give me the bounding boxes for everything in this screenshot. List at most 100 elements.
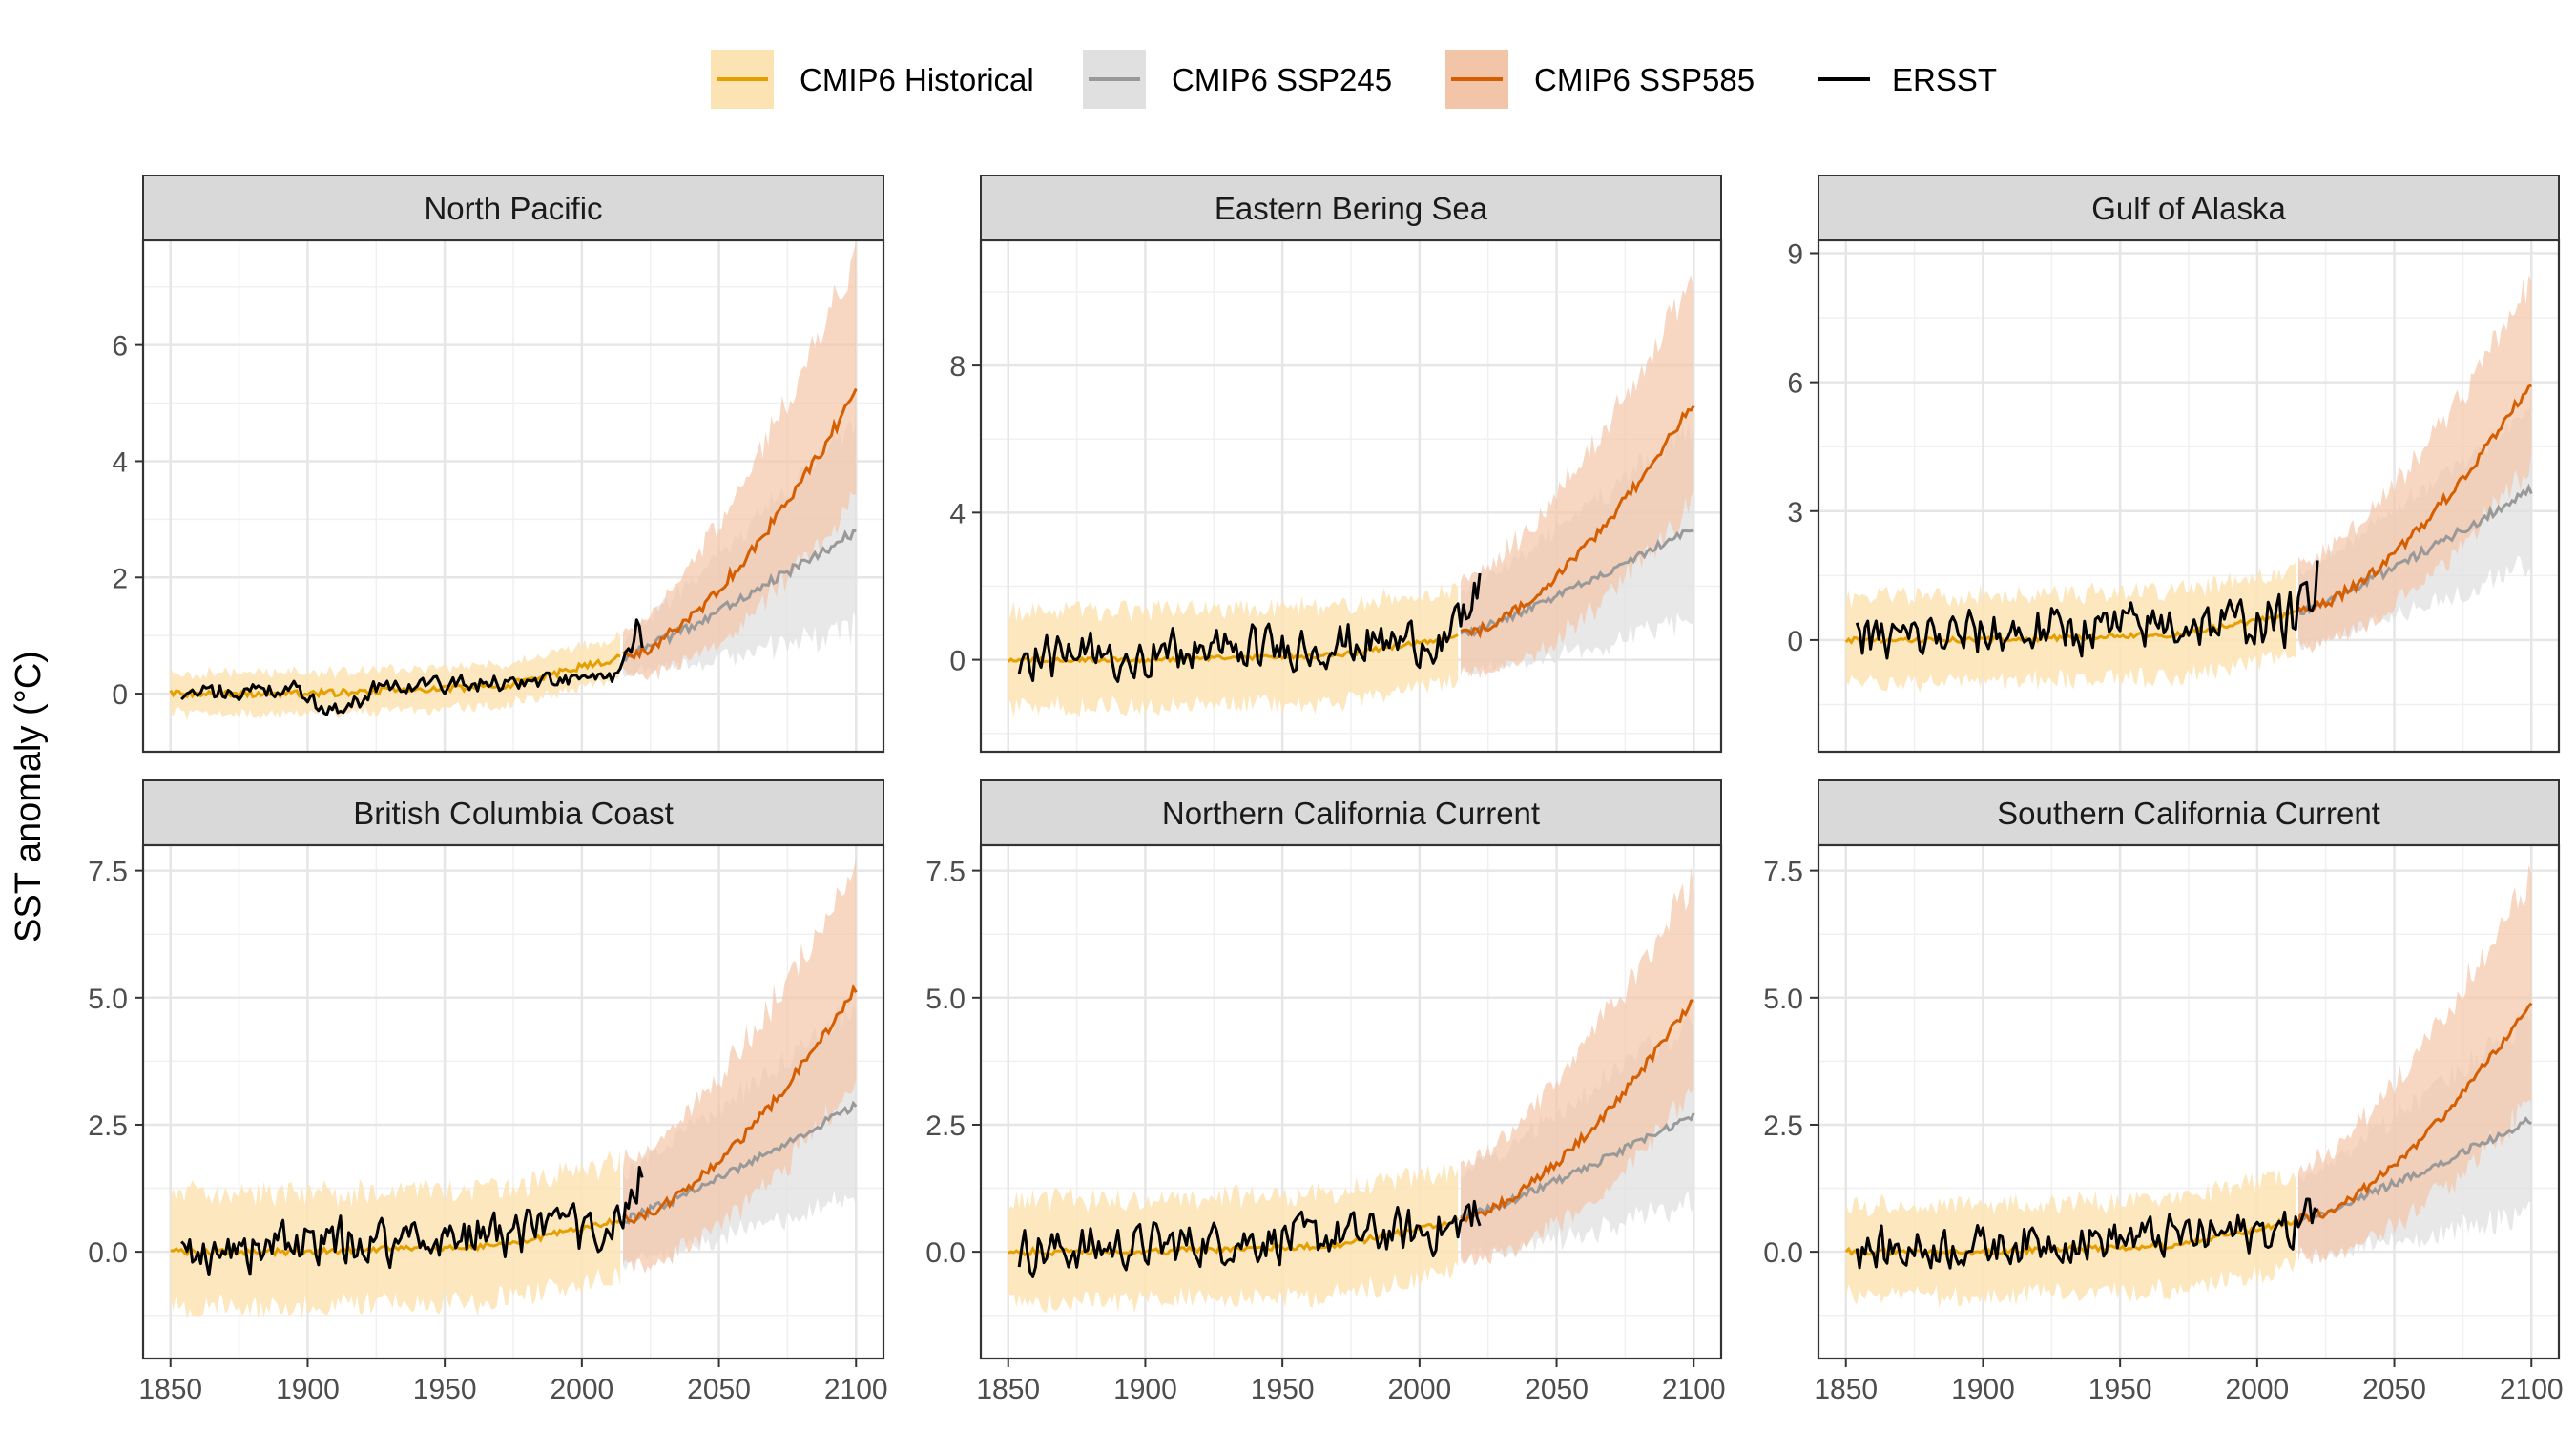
y-tick-label: 5.0	[88, 984, 128, 1015]
ersst-line	[1855, 1197, 2319, 1270]
x-tick-label: 2000	[1387, 1374, 1451, 1405]
y-tick-label: 0	[1787, 626, 1803, 657]
legend-label: CMIP6 SSP245	[1172, 62, 1392, 97]
ssp585-line	[2296, 384, 2532, 613]
panel-frame	[141, 843, 885, 1360]
historical-band	[170, 1151, 621, 1320]
x-tick-label: 2100	[1662, 1374, 1726, 1405]
legend-item-0: CMIP6 Historical	[711, 50, 1034, 109]
ersst-line	[1855, 560, 2319, 660]
gridlines	[1818, 845, 2559, 1358]
ssp585-band	[2298, 275, 2532, 653]
x-tick-label: 2000	[2225, 1374, 2289, 1405]
y-tick-label: 0.0	[88, 1237, 128, 1269]
y-tick-label: 7.5	[1763, 857, 1803, 888]
y-tick-label: 5.0	[925, 984, 966, 1015]
y-tick-label: 0	[949, 646, 966, 677]
y-tick-label: 0.0	[925, 1237, 966, 1269]
x-tick-label: 1850	[138, 1374, 202, 1405]
legend: CMIP6 Historical CMIP6 SSP245 CMIP6 SSP585…	[711, 50, 1997, 109]
y-tick-label: 7.5	[88, 857, 128, 888]
x-tick-label: 2050	[1525, 1374, 1589, 1405]
y-tick-label: 0.0	[1763, 1237, 1803, 1269]
ssp585-band	[623, 242, 857, 681]
x-tick-label: 1900	[1113, 1374, 1177, 1405]
ssp585-line	[622, 984, 858, 1225]
x-tick-label: 2050	[2362, 1374, 2426, 1405]
panel-title: Gulf of Alaska	[2091, 191, 2286, 226]
plot-content	[143, 845, 883, 1358]
panel-strip	[142, 175, 884, 241]
y-tick-label: 6	[1787, 368, 1803, 400]
historical-band	[1008, 1161, 1459, 1314]
ssp585-line	[1460, 999, 1694, 1223]
y-tick-label: 0	[112, 679, 128, 711]
ssp585-band	[2298, 864, 2532, 1265]
x-tick-label: 1900	[276, 1374, 340, 1405]
x-tick-label: 1850	[976, 1374, 1040, 1405]
plot-content	[981, 845, 1721, 1358]
panel-1: Eastern Bering Sea 0 4 8	[949, 175, 1723, 754]
ssp585-band	[1461, 866, 1694, 1266]
y-tick-label: 2.5	[88, 1110, 128, 1142]
plot-content	[1818, 240, 2559, 752]
ersst-line	[180, 618, 644, 716]
panel-title: Eastern Bering Sea	[1215, 191, 1488, 226]
ssp585-band	[1461, 275, 1694, 678]
x-tick-label: 2000	[550, 1374, 613, 1405]
legend-item-1: CMIP6 SSP245	[1083, 50, 1392, 109]
panel-4: Northern California Current 0.0 2.5 5.0 7.5 1…	[925, 779, 1726, 1405]
historical-band	[1845, 1169, 2296, 1309]
panel-strip	[1818, 779, 2560, 846]
y-tick-label: 2.5	[925, 1110, 966, 1142]
x-tick-label: 1950	[1251, 1374, 1315, 1405]
legend-item-2: CMIP6 SSP585	[1445, 50, 1755, 109]
ersst-line	[1017, 572, 1482, 683]
y-axis-label: SST anomaly (°C)	[9, 651, 49, 943]
panels: North Pacific 0 2 4 6 Eastern Bering Sea 0 4 8 Gu…	[88, 175, 2564, 1405]
panel-frame	[141, 238, 885, 754]
y-tick-label: 5.0	[1763, 984, 1803, 1015]
historical-band	[170, 631, 621, 721]
ssp585-line	[622, 387, 858, 661]
x-tick-label: 1900	[1951, 1374, 2015, 1405]
y-tick-label: 2	[112, 563, 128, 594]
panel-frame	[979, 843, 1723, 1360]
panel-title: Southern California Current	[1997, 796, 2380, 831]
panel-title: Northern California Current	[1162, 796, 1540, 831]
y-tick-label: 2.5	[1763, 1110, 1803, 1142]
legend-label: CMIP6 SSP585	[1534, 62, 1755, 97]
panel-strip	[1818, 175, 2560, 241]
legend-item-3: ERSST	[1818, 62, 1997, 97]
y-tick-label: 3	[1787, 497, 1803, 529]
panel-frame	[1817, 238, 2561, 754]
y-tick-label: 4	[112, 446, 128, 478]
x-tick-label: 2050	[687, 1374, 751, 1405]
y-tick-label: 8	[949, 351, 966, 383]
x-tick-label: 1950	[413, 1374, 477, 1405]
panel-5: Southern California Current 0.0 2.5 5.0 7.5 1…	[1763, 779, 2564, 1405]
plot-content	[981, 240, 1721, 752]
plot-content	[1818, 845, 2559, 1358]
historical-line	[169, 653, 621, 700]
ssp585-line	[1460, 404, 1695, 639]
ssp585-line	[2296, 1002, 2533, 1225]
ersst-line	[180, 1166, 644, 1276]
panel-title: North Pacific	[424, 191, 602, 226]
plot-content	[143, 240, 883, 752]
panel-2: Gulf of Alaska 0 3 6 9	[1787, 175, 2561, 754]
x-tick-label: 2100	[824, 1374, 888, 1405]
y-tick-label: 4	[949, 498, 966, 529]
legend-label: ERSST	[1892, 62, 1997, 97]
legend-label: CMIP6 Historical	[800, 62, 1034, 97]
panel-frame	[979, 238, 1723, 754]
x-tick-label: 2100	[2500, 1374, 2564, 1405]
panel-0: North Pacific 0 2 4 6	[112, 175, 885, 754]
y-tick-label: 6	[112, 331, 128, 363]
ssp585-band	[623, 856, 857, 1275]
y-tick-label: 9	[1787, 239, 1803, 271]
x-tick-label: 1950	[2088, 1374, 2152, 1405]
panel-3: British Columbia Coast 0.0 2.5 5.0 7.5 1850 19…	[88, 779, 888, 1405]
x-tick-label: 1850	[1814, 1374, 1878, 1405]
